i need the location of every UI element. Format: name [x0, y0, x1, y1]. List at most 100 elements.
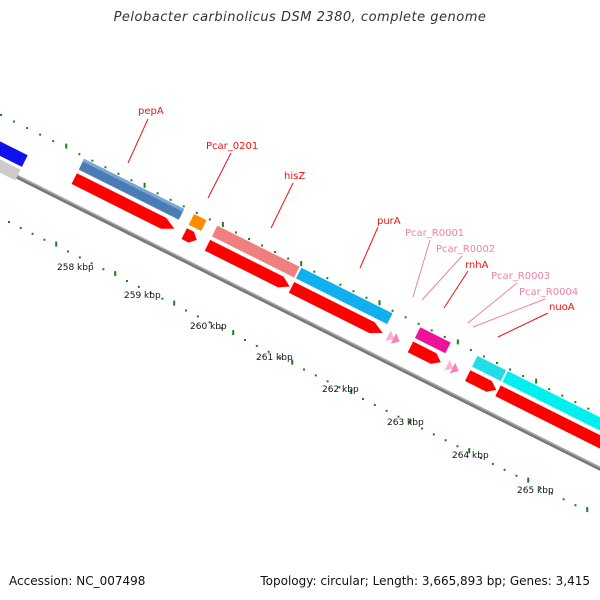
outer-ruler-tick: [195, 211, 198, 214]
outer-ruler-tick: [587, 407, 590, 410]
inner-ruler-tick: [421, 427, 424, 430]
label-pcar-r0004[interactable]: Pcar_R0004: [519, 287, 578, 298]
outer-ruler-tick: [65, 143, 68, 149]
outer-ruler-tick: [469, 348, 472, 351]
inner-ruler-tick: [291, 359, 294, 365]
inner-ruler-tick: [373, 403, 376, 406]
outer-ruler-tick: [300, 261, 303, 267]
outer-ruler: [0, 114, 590, 410]
tick-label-260: 260 kbp: [190, 322, 227, 332]
outer-ruler-tick: [117, 172, 120, 175]
inner-ruler-tick: [550, 492, 553, 495]
outer-ruler-tick: [378, 300, 381, 306]
inner-ruler-tick: [267, 350, 270, 353]
outer-ruler-tick: [104, 166, 107, 169]
inner-ruler-tick: [43, 238, 46, 241]
feature-tracks: [0, 132, 600, 461]
inner-ruler-tick: [8, 221, 10, 223]
inner-ruler-tick: [338, 386, 341, 389]
outer-ruler-tick: [339, 283, 342, 286]
inner-ruler-tick: [208, 321, 211, 324]
label-pepA[interactable]: pepA: [138, 106, 164, 117]
inner-ruler-tick: [31, 232, 34, 235]
tick-label-258: 258 kbp: [57, 263, 94, 273]
inner-ruler-tick: [137, 285, 140, 288]
feature-pcar0201-colored[interactable]: [188, 213, 207, 231]
outer-ruler-tick: [391, 309, 394, 312]
inner-ruler-tick: [586, 507, 589, 513]
inner-ruler-tick: [491, 462, 494, 465]
inner-ruler-tick: [279, 356, 282, 359]
feature-trna-4[interactable]: [449, 362, 462, 377]
tick-label-259: 259 kbp: [124, 291, 161, 301]
feature-trna-2[interactable]: [390, 333, 403, 347]
feature-gray-partial[interactable]: [0, 147, 21, 181]
feature-trna-1[interactable]: [385, 330, 397, 344]
gene-labels: pepA Pcar_0201 hisZ purA Pcar_R0001 Pcar…: [138, 106, 578, 313]
inner-ruler-tick: [67, 250, 70, 253]
inner-ruler-tick: [78, 256, 81, 259]
feature-nuoA-cds[interactable]: [464, 370, 499, 395]
feature-purA-colored[interactable]: [295, 267, 393, 325]
label-pcar-r0001[interactable]: Pcar_R0001: [405, 228, 464, 239]
feature-pepA-colored[interactable]: [78, 158, 185, 220]
outer-ruler-tick: [456, 339, 459, 345]
feature-rnhA-colored[interactable]: [414, 327, 451, 354]
feature-pcar0201-cds[interactable]: [181, 228, 200, 245]
feature-next-colored[interactable]: [502, 371, 600, 445]
inner-ruler-tick: [432, 433, 435, 436]
feature-next-cds[interactable]: [495, 385, 600, 461]
label-pcar-r0003[interactable]: Pcar_R0003: [491, 271, 550, 282]
outer-ruler-tick: [522, 375, 525, 378]
outer-ruler-tick: [0, 114, 2, 116]
inner-ruler-tick: [397, 415, 400, 418]
outer-ruler-tick: [313, 270, 316, 273]
backbone: [0, 165, 600, 484]
feature-nuoA-colored[interactable]: [472, 355, 507, 381]
tick-label-262: 262 kbp: [322, 385, 359, 395]
label-pcar-r0002[interactable]: Pcar_R0002: [436, 244, 495, 255]
outer-ruler-tick: [26, 127, 29, 130]
outer-ruler-tick: [234, 231, 237, 234]
inner-ruler-tick: [90, 262, 93, 265]
outer-ruler-tick: [156, 192, 159, 195]
inner-ruler-tick: [539, 486, 542, 489]
inner-ruler-tick: [385, 409, 388, 412]
feature-blue-partial[interactable]: [0, 132, 28, 167]
tick-label-264: 264 kbp: [452, 451, 489, 461]
tick-label-261: 261 kbp: [256, 353, 293, 363]
inner-ruler-tick: [362, 398, 365, 401]
leader-lines: [127, 118, 549, 338]
inner-ruler-tick: [220, 327, 223, 330]
outer-ruler-tick: [287, 257, 290, 260]
feature-purA-cds[interactable]: [288, 282, 386, 338]
outer-ruler-tick: [247, 237, 250, 240]
inner-ruler-tick: [303, 368, 306, 371]
inner-ruler-tick: [185, 309, 188, 312]
inner-ruler-tick: [326, 380, 329, 383]
outer-ruler-tick: [182, 205, 185, 208]
inner-ruler-tick: [126, 280, 129, 283]
feature-hisZ-colored[interactable]: [211, 225, 300, 278]
inner-ruler-tick: [314, 374, 317, 377]
feature-pepA-cds[interactable]: [71, 173, 178, 234]
label-rnhA[interactable]: rnhA: [465, 260, 489, 271]
feature-rnhA-cds[interactable]: [407, 341, 444, 368]
inner-ruler-tick: [574, 504, 577, 507]
outer-ruler-tick: [574, 401, 577, 404]
inner-ruler-tick: [19, 226, 22, 229]
feature-hisZ-cds[interactable]: [204, 239, 293, 292]
outer-ruler-tick: [443, 335, 446, 338]
label-hisZ[interactable]: hisZ: [284, 171, 305, 182]
feature-pepA-top: [82, 158, 185, 212]
feature-trna-3[interactable]: [444, 359, 456, 374]
outer-ruler-tick: [78, 153, 81, 156]
label-pcar0201[interactable]: Pcar_0201: [206, 141, 258, 152]
label-nuoA[interactable]: nuoA: [549, 302, 575, 313]
inner-ruler-tick: [409, 418, 412, 424]
inner-ruler-tick: [173, 300, 176, 306]
outer-ruler-tick: [404, 316, 407, 319]
inner-ruler-tick: [468, 448, 471, 454]
outer-ruler-tick: [548, 388, 551, 391]
label-purA[interactable]: purA: [377, 216, 401, 227]
